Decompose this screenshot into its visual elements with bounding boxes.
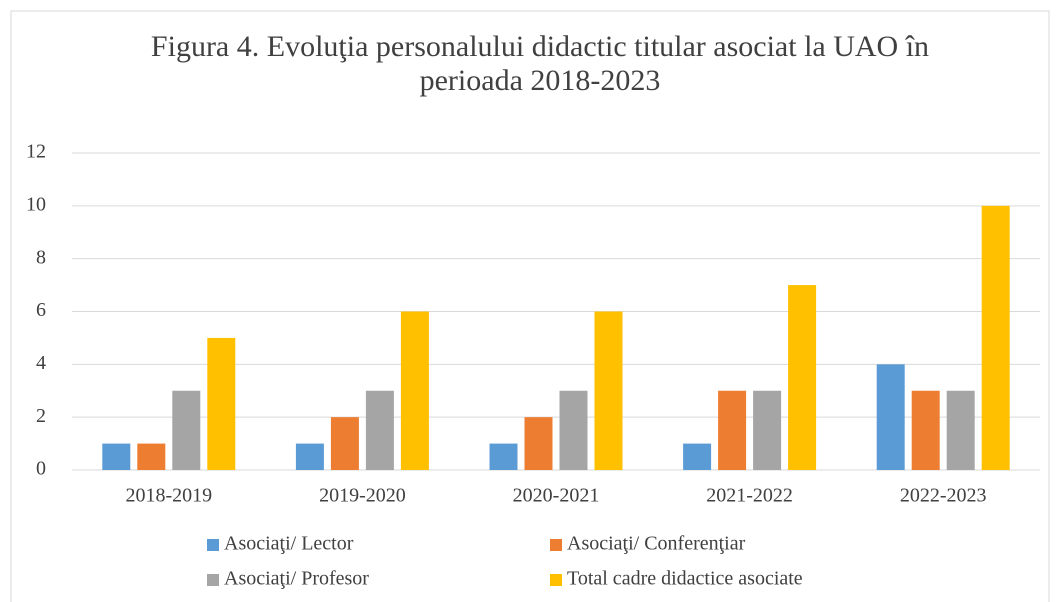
legend-swatch bbox=[550, 574, 562, 586]
legend-label: Asociaţi/ Profesor bbox=[224, 568, 369, 590]
bar bbox=[102, 443, 131, 470]
y-tick-label: 6 bbox=[36, 299, 46, 321]
chart-border bbox=[10, 10, 1050, 602]
bar bbox=[946, 390, 975, 470]
y-tick-label: 0 bbox=[36, 458, 46, 480]
bar bbox=[753, 390, 782, 470]
bar bbox=[330, 417, 359, 470]
bar bbox=[365, 390, 394, 470]
x-tick-label: 2021-2022 bbox=[706, 485, 793, 507]
bar bbox=[718, 390, 747, 470]
bar bbox=[524, 417, 553, 470]
x-tick-label: 2020-2021 bbox=[513, 485, 600, 507]
legend-label: Total cadre didactice asociate bbox=[567, 568, 803, 590]
bar bbox=[981, 205, 1010, 471]
bar bbox=[559, 390, 588, 470]
y-tick-label: 8 bbox=[36, 246, 46, 268]
bar bbox=[489, 443, 518, 470]
y-tick-label: 12 bbox=[26, 141, 46, 163]
legend-swatch bbox=[207, 574, 219, 586]
bar bbox=[172, 390, 201, 470]
y-tick-label: 10 bbox=[26, 193, 46, 215]
bar bbox=[207, 337, 236, 470]
legend-swatch bbox=[550, 539, 562, 551]
bar bbox=[911, 390, 940, 470]
chart-title: Figura 4. Evoluţia personalului didactic… bbox=[150, 30, 930, 97]
bar bbox=[400, 311, 429, 470]
x-tick-label: 2018-2019 bbox=[125, 485, 212, 507]
x-tick-label: 2022-2023 bbox=[900, 485, 987, 507]
legend-label: Asociaţi/ Lector bbox=[224, 533, 354, 555]
bar bbox=[683, 443, 712, 470]
bar bbox=[788, 285, 817, 470]
bar bbox=[876, 364, 905, 470]
bar bbox=[594, 311, 623, 470]
bar bbox=[137, 443, 166, 470]
x-tick-label: 2019-2020 bbox=[319, 485, 406, 507]
y-tick-label: 2 bbox=[36, 405, 46, 427]
bar bbox=[295, 443, 324, 470]
y-tick-label: 4 bbox=[36, 352, 46, 374]
legend-label: Asociaţi/ Conferenţiar bbox=[567, 533, 746, 555]
legend-swatch bbox=[207, 539, 219, 551]
